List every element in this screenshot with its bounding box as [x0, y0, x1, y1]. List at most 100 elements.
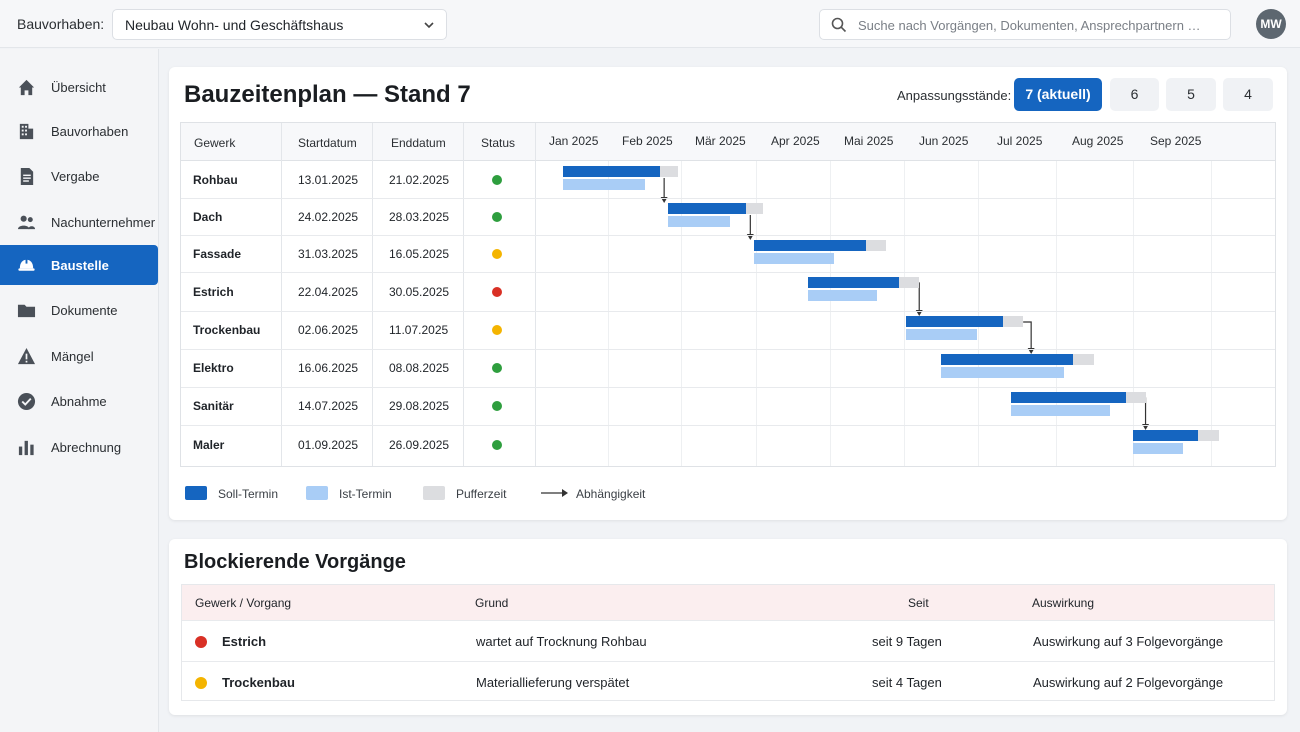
planned-bar[interactable] [667, 203, 747, 214]
sidebar-item-abrechnung[interactable]: Abrechnung [0, 427, 158, 467]
actual-bar[interactable] [906, 329, 978, 340]
hardhat-icon [18, 258, 35, 271]
planned-bar[interactable] [1133, 430, 1198, 441]
column-divider [372, 123, 373, 466]
month-divider [978, 161, 979, 466]
buffer-bar[interactable] [1003, 316, 1024, 327]
planned-bar[interactable] [563, 166, 661, 177]
month-header: Aug 2025 [1072, 134, 1124, 148]
legend-swatch-puffer [423, 486, 445, 500]
actual-bar[interactable] [753, 253, 834, 264]
sidebar-item-uebersicht[interactable]: Übersicht [0, 67, 158, 107]
blocking-title: Blockierende Vorgänge [184, 551, 406, 573]
legend-soll: Soll-Termin [185, 485, 295, 501]
column-header-enddatum: Enddatum [391, 136, 446, 150]
buffer-bar[interactable] [865, 240, 886, 251]
month-header: Mär 2025 [695, 134, 746, 148]
gantt-start-date: 22.04.2025 [298, 284, 359, 299]
sidebar-item-dokumente[interactable]: Dokumente [0, 290, 158, 330]
actual-bar[interactable] [807, 290, 878, 301]
sidebar-item-label: Vergabe [51, 169, 100, 184]
planned-bar[interactable] [906, 316, 1004, 327]
actual-bar[interactable] [941, 367, 1065, 378]
actual-bar[interactable] [563, 179, 646, 190]
buffer-bar[interactable] [660, 166, 679, 177]
month-divider [1133, 161, 1134, 466]
table-row[interactable]: Estrich wartet auf Trocknung Rohbau seit… [182, 620, 1274, 661]
blocking-since: seit 9 Tagen [872, 634, 942, 649]
month-divider [681, 161, 682, 466]
gantt-end-date: 28.03.2025 [389, 209, 450, 224]
actual-bar[interactable] [1010, 405, 1110, 416]
sidebar-item-label: Übersicht [51, 80, 106, 95]
table-row[interactable]: Trockenbau Materiallieferung verspätet s… [182, 661, 1274, 702]
buffer-bar[interactable] [1125, 392, 1146, 403]
actual-bar[interactable] [1133, 443, 1183, 454]
status-dot-green [492, 363, 502, 373]
blocking-reason: Materiallieferung verspätet [476, 675, 630, 690]
project-select[interactable]: Neubau Wohn- und Geschäftshaus [112, 9, 447, 40]
search-input[interactable]: Suche nach Vorgängen, Dokumenten, Anspre… [819, 9, 1231, 40]
gantt-trade: Elektro [193, 361, 234, 375]
status-dot-yellow [492, 248, 502, 259]
column-header-startdatum: Startdatum [298, 136, 357, 150]
sidebar-item-maengel[interactable]: Mängel [0, 336, 158, 376]
revision-button-6[interactable]: 6 [1110, 78, 1159, 111]
revision-button-5[interactable]: 5 [1166, 78, 1216, 111]
gantt-trade: Trockenbau [193, 323, 261, 337]
sidebar-item-vergabe[interactable]: Vergabe [0, 156, 158, 196]
folder-icon [17, 304, 36, 318]
sidebar-item-bauvorhaben[interactable]: Bauvorhaben [0, 111, 158, 151]
column-divider [535, 123, 536, 466]
actual-bar[interactable] [667, 216, 731, 227]
buffer-bar[interactable] [746, 203, 764, 214]
gantt-end-date: 21.02.2025 [389, 172, 450, 187]
bar-chart-icon [18, 440, 34, 456]
month-header: Apr 2025 [771, 134, 820, 148]
revisions-label: Anpassungsstände: [897, 88, 1012, 103]
revision-button-4[interactable]: 4 [1223, 78, 1273, 111]
buffer-bar[interactable] [1073, 354, 1095, 365]
revision-button-7[interactable]: 7 (aktuell) [1014, 78, 1102, 111]
home-icon [18, 79, 35, 96]
gantt-trade: Dach [193, 209, 223, 224]
status-dot-red [195, 636, 207, 648]
planned-bar[interactable] [753, 240, 866, 251]
column-divider [281, 123, 282, 466]
building-icon [19, 123, 34, 140]
legend-swatch-ist [306, 486, 328, 500]
planned-bar[interactable] [941, 354, 1074, 365]
column-header-gewerk: Gewerk [194, 136, 236, 150]
schedule-card: Bauzeitenplan — Stand 7 Anpassungsstände… [169, 67, 1287, 520]
blocking-trade: Estrich [222, 634, 267, 649]
people-icon [17, 215, 36, 230]
month-divider [1211, 161, 1212, 466]
chevron-down-icon [424, 22, 434, 29]
month-divider [756, 161, 757, 466]
blocking-trade: Trockenbau [222, 675, 295, 690]
buffer-bar[interactable] [1198, 430, 1219, 441]
month-divider [904, 161, 905, 466]
row-divider [181, 198, 1275, 199]
blocking-card: Blockierende Vorgänge Gewerk / Vorgang G… [169, 539, 1287, 715]
row-divider [181, 311, 1275, 312]
planned-bar[interactable] [1010, 392, 1126, 403]
month-divider [608, 161, 609, 466]
user-avatar[interactable]: MW [1256, 9, 1286, 39]
warning-icon [17, 347, 36, 365]
column-header: Seit [908, 596, 929, 610]
month-header: Sep 2025 [1150, 134, 1202, 148]
status-dot-green [492, 174, 502, 185]
column-header: Auswirkung [1032, 596, 1095, 610]
project-label: Bauvorhaben: [17, 16, 105, 32]
planned-bar[interactable] [807, 277, 900, 288]
buffer-bar[interactable] [899, 277, 920, 288]
sidebar-item-nachunternehmer[interactable]: Nachunternehmer [0, 202, 158, 242]
status-dot-green [492, 211, 502, 222]
month-divider [1056, 161, 1057, 466]
month-header: Mai 2025 [844, 134, 894, 148]
sidebar-item-baustelle[interactable]: Baustelle [0, 245, 158, 285]
blocking-table-header: Gewerk / Vorgang Grund Seit Auswirkung [182, 585, 1274, 620]
sidebar-item-abnahme[interactable]: Abnahme [0, 381, 158, 421]
gantt-start-date: 13.01.2025 [298, 172, 359, 187]
